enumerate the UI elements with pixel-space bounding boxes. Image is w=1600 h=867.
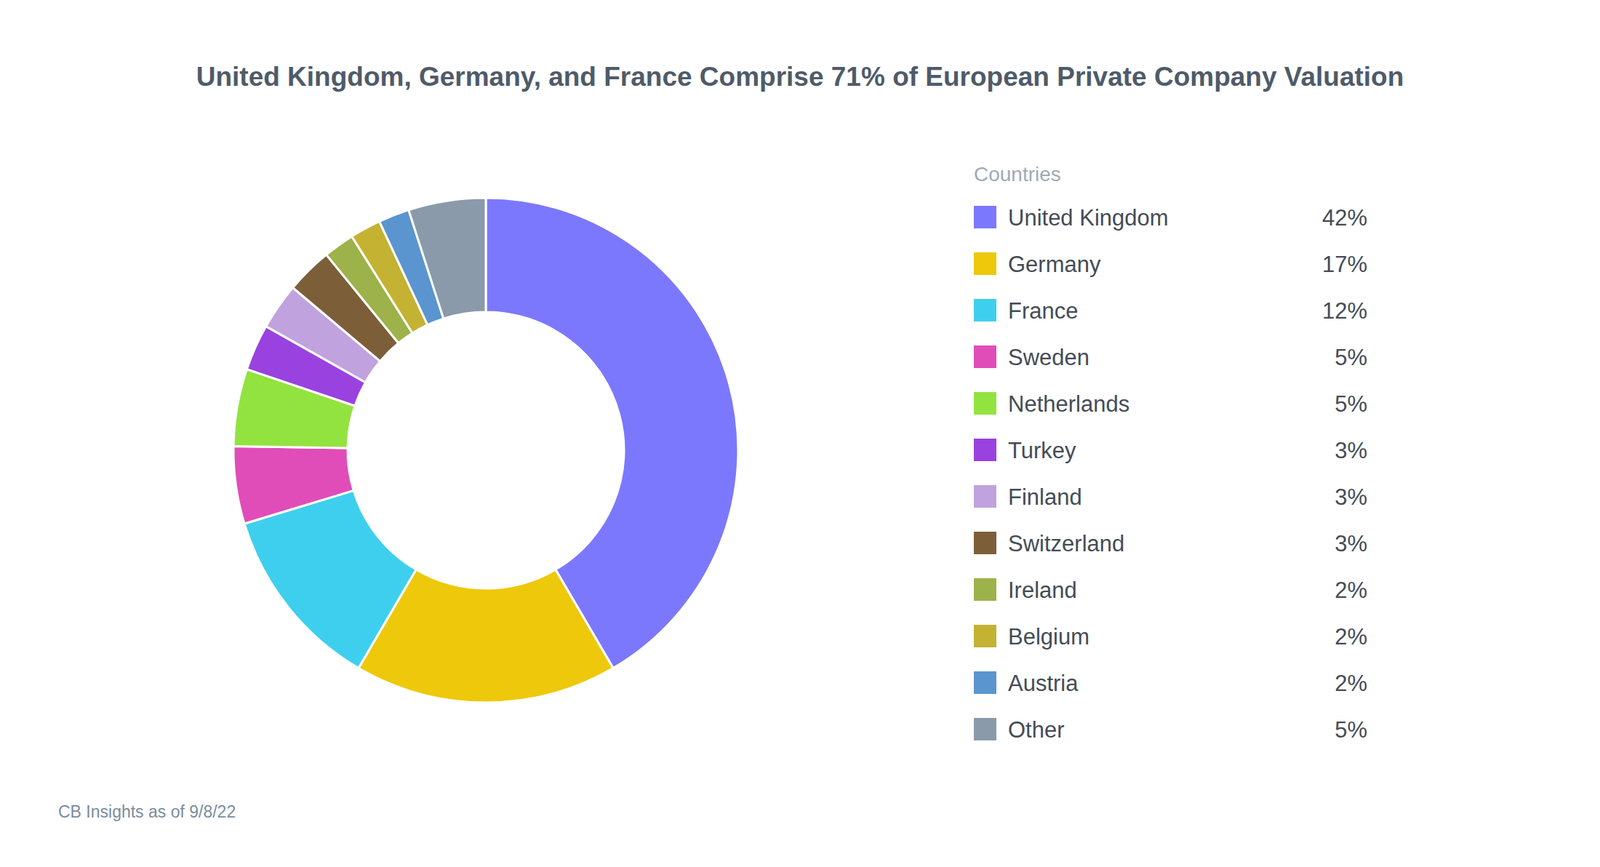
legend-swatch: [973, 624, 997, 648]
legend-label: Netherlands: [1008, 391, 1130, 417]
legend-value: 5%: [1334, 344, 1368, 371]
source: CB Insights as of 9/8/22: [58, 802, 236, 822]
legend-swatch: [973, 205, 997, 229]
legend-swatch: [973, 717, 997, 741]
slice: [244, 490, 416, 668]
legend-value: 17%: [1322, 251, 1368, 278]
legend-value: 2%: [1334, 670, 1368, 696]
legend-value: 3%: [1334, 437, 1368, 464]
legend-value: 5%: [1334, 717, 1368, 743]
legend-label: Switzerland: [1008, 530, 1125, 557]
legend-swatch: [973, 438, 997, 462]
legend-swatch: [973, 531, 997, 555]
legend-label: Austria: [1008, 670, 1079, 696]
legend-label: Germany: [1008, 251, 1102, 278]
legend-value: 2%: [1334, 624, 1368, 650]
legend-label: France: [1008, 298, 1078, 324]
legend-label: Other: [1008, 717, 1065, 743]
slice: [233, 446, 354, 524]
legend-value: 12%: [1322, 298, 1368, 324]
legend-value: 5%: [1334, 391, 1368, 417]
legend-value: 3%: [1334, 484, 1368, 510]
legend-swatch: [973, 345, 997, 368]
legend-label: Finland: [1008, 484, 1083, 510]
legend-swatch: [973, 671, 997, 694]
legend-label: Turkey: [1008, 437, 1077, 464]
legend-label: Ireland: [1008, 577, 1078, 603]
legend-swatch: [973, 252, 997, 275]
legend-value: 3%: [1334, 530, 1368, 557]
legend-value: 2%: [1334, 577, 1368, 603]
chart: United Kingdom, Germany, and France Comp…: [0, 0, 1600, 867]
legend-label: United Kingdom: [1008, 205, 1169, 231]
slices: [233, 197, 739, 703]
legend-swatch: [973, 298, 997, 322]
slice: [408, 197, 486, 319]
title: United Kingdom, Germany, and France Comp…: [196, 61, 1405, 92]
legend: United Kingdom 42% Germany 17% France 12% Swed…: [973, 205, 1368, 743]
legend-swatch: [973, 578, 997, 601]
legend-title: Countries: [973, 162, 1062, 186]
legend-label: Sweden: [1008, 344, 1090, 371]
legend-swatch: [973, 485, 997, 508]
legend-label: Belgium: [1008, 624, 1090, 650]
legend-swatch: [973, 392, 997, 415]
legend-value: 42%: [1322, 205, 1368, 231]
